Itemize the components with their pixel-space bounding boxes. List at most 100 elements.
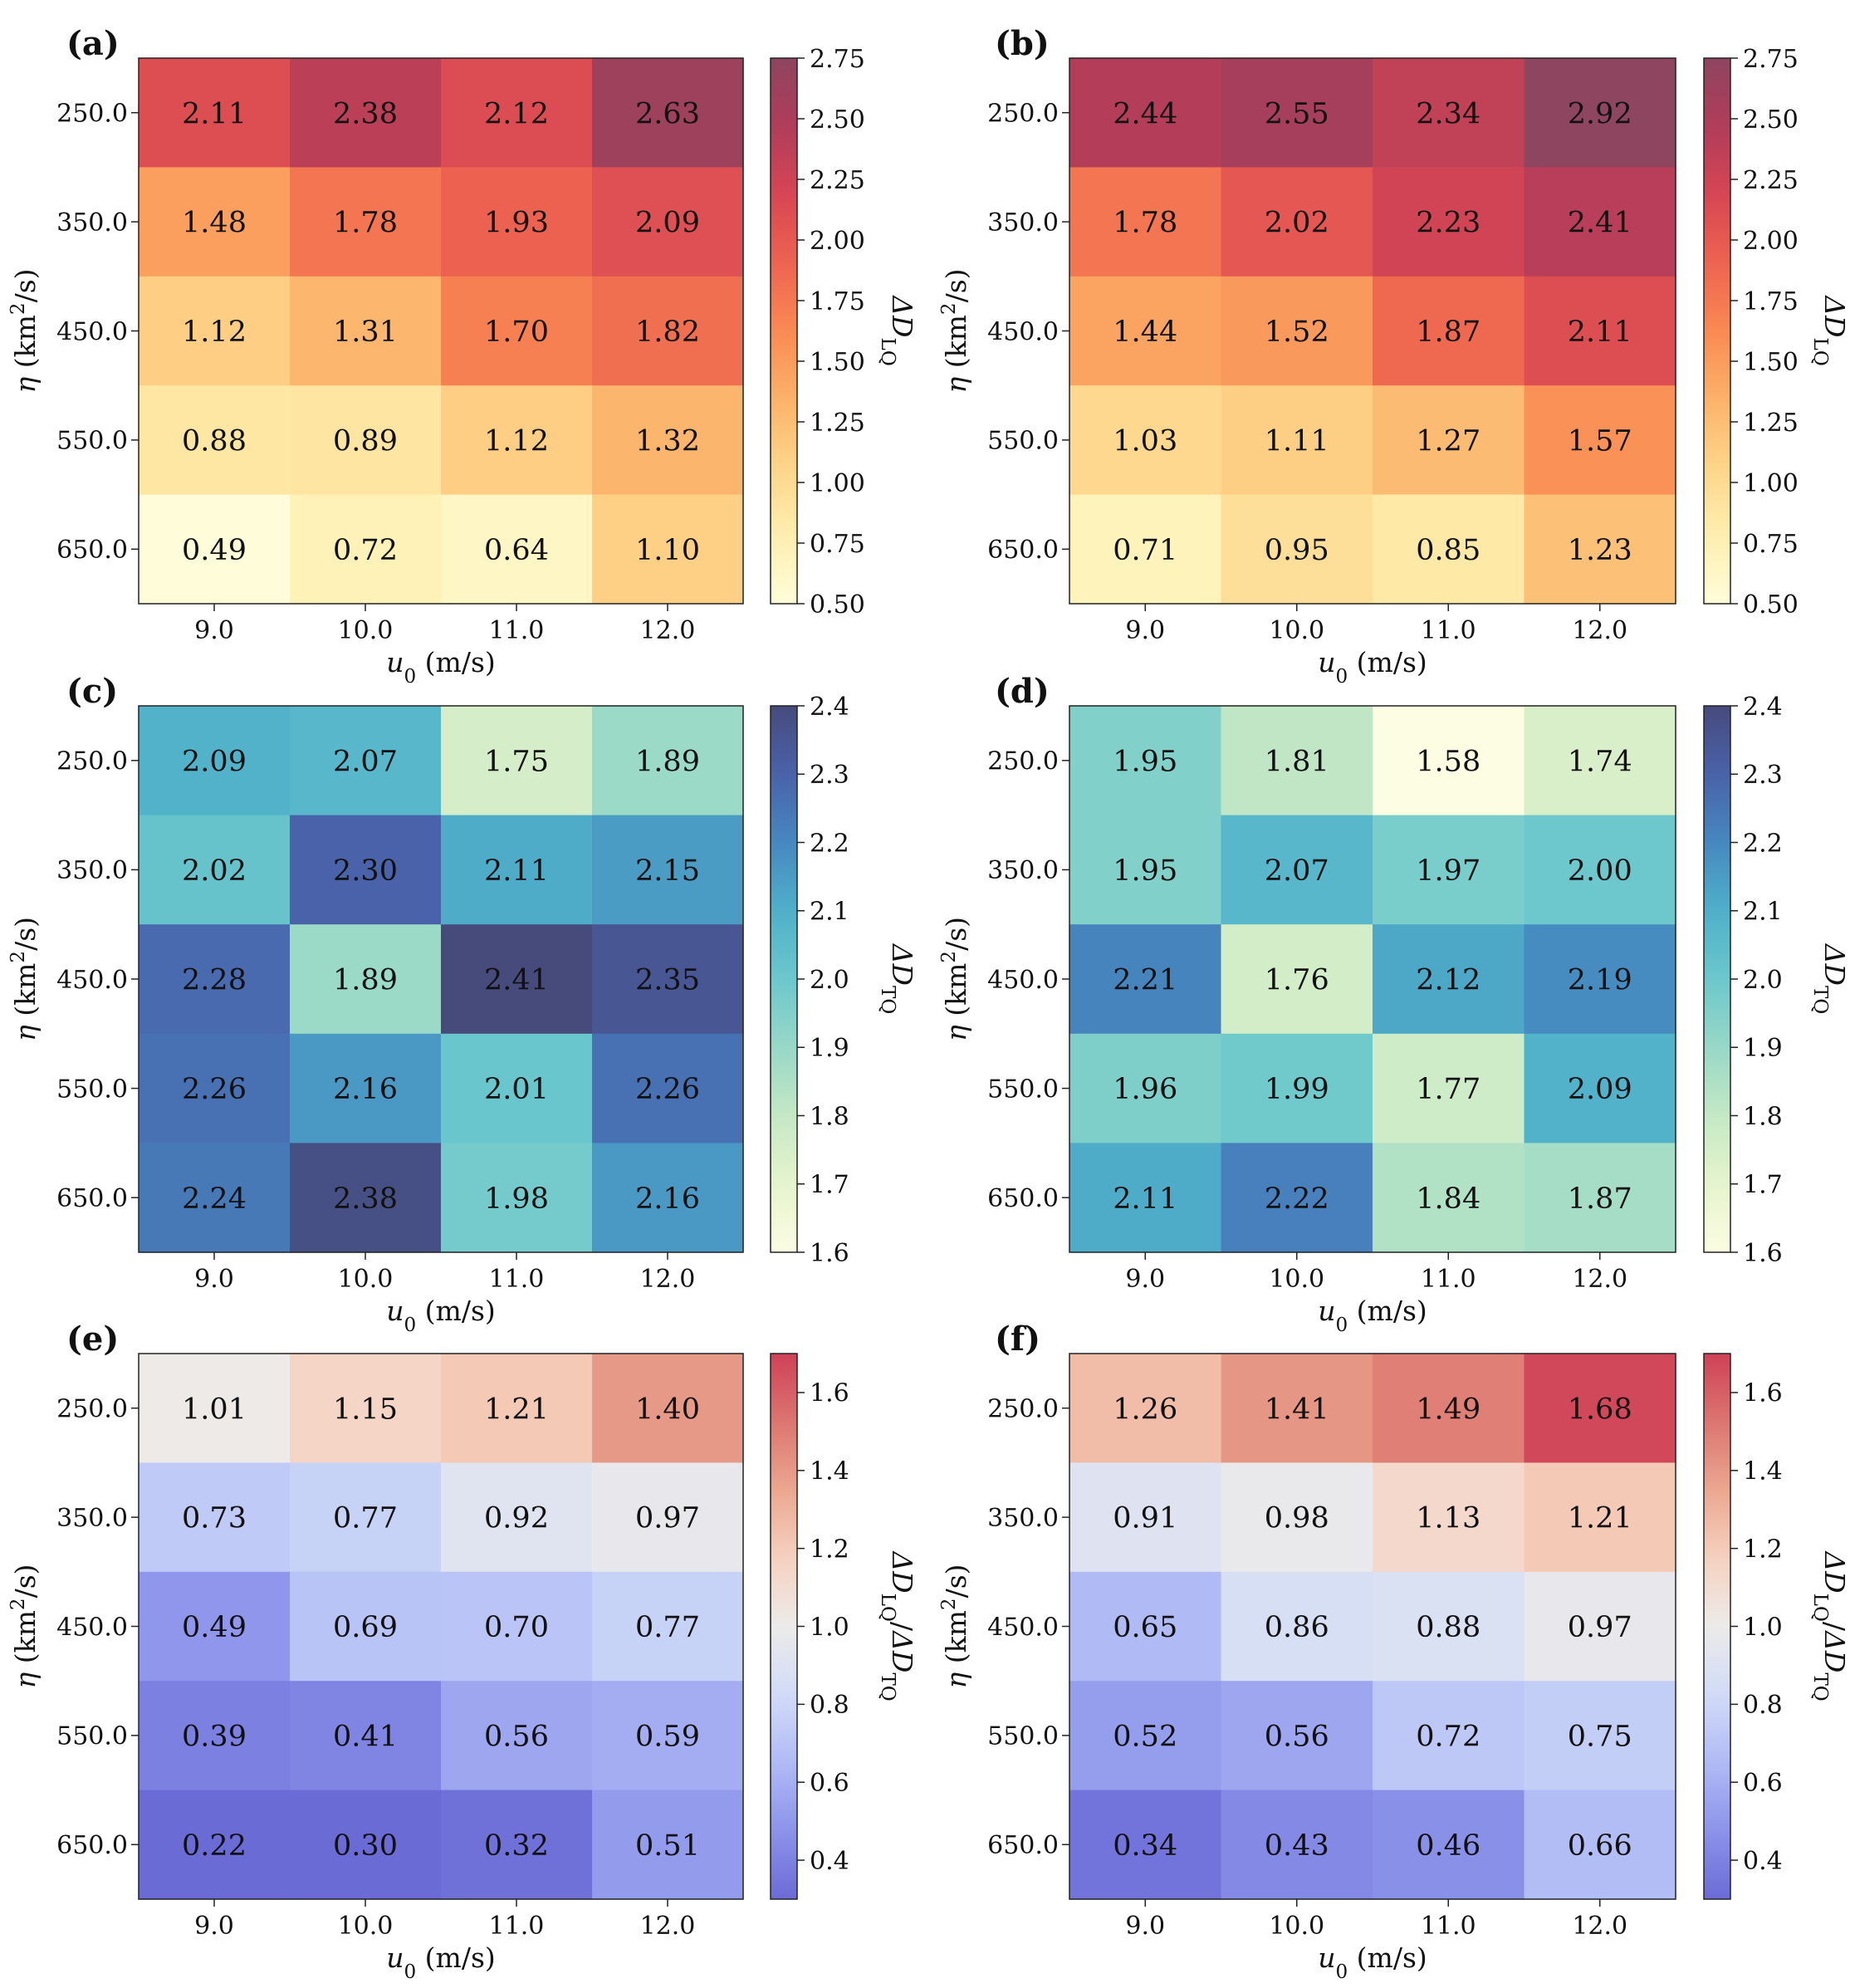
heatmap-cell [1373, 167, 1525, 277]
colorbar-tick-label: 1.50 [810, 348, 865, 377]
y-tick-label: 450.0 [56, 966, 128, 995]
y-axis-label: η (km2/s) [7, 917, 42, 1041]
heatmap-cell [1069, 385, 1222, 496]
heatmap-cell [1373, 58, 1525, 168]
y-tick-label: 650.0 [987, 536, 1059, 565]
colorbar-tick-label: 0.75 [1743, 530, 1799, 559]
y-tick-label: 550.0 [56, 1722, 128, 1751]
x-axis-label: u0 (m/s) [1318, 1941, 1427, 1983]
cell-value-label: 0.85 [1416, 534, 1480, 567]
heatmap-cell [139, 815, 291, 925]
cell-value-label: 2.07 [333, 745, 398, 778]
cell-value-label: 2.26 [182, 1073, 247, 1106]
heatmap-cell [1221, 1462, 1373, 1573]
colorbar-tick-label: 0.6 [810, 1769, 849, 1798]
x-tick-label: 10.0 [338, 1912, 394, 1941]
x-tick-label: 12.0 [640, 616, 696, 645]
heatmap-cell [441, 706, 593, 816]
heatmap-cell [139, 1790, 291, 1900]
cell-value-label: 1.12 [484, 425, 549, 458]
x-tick-label: 10.0 [338, 616, 394, 645]
heatmap-cell [290, 1571, 442, 1682]
y-axis-label: η (km2/s) [7, 268, 42, 393]
heatmap-cell [139, 385, 291, 496]
heatmap-cell [290, 167, 442, 277]
cell-value-label: 1.11 [1265, 425, 1329, 458]
cell-value-label: 2.02 [182, 854, 247, 888]
y-tick-label: 550.0 [56, 427, 128, 456]
panel-label: (c) [66, 672, 118, 711]
heatmap-cell [592, 167, 744, 277]
cell-value-label: 1.48 [182, 207, 247, 240]
colorbar [770, 57, 798, 605]
cell-value-label: 1.70 [484, 316, 549, 349]
cell-value-label: 1.97 [1416, 854, 1480, 888]
heatmap-cell [441, 924, 593, 1035]
cell-value-label: 2.09 [1568, 1073, 1632, 1106]
cell-value-label: 1.93 [484, 207, 549, 240]
cell-value-label: 2.11 [484, 854, 549, 888]
heatmap-cell [290, 276, 442, 386]
heatmap-cell [1524, 1033, 1676, 1143]
cell-value-label: 0.72 [333, 534, 398, 567]
cell-value-label: 1.96 [1113, 1073, 1177, 1106]
cell-value-label: 0.39 [182, 1721, 247, 1754]
cell-value-label: 0.86 [1265, 1611, 1329, 1644]
y-tick-label: 550.0 [987, 1075, 1059, 1104]
colorbar-tick-label: 2.4 [810, 693, 849, 722]
colorbar-tick-label: 1.4 [810, 1457, 849, 1486]
cell-value-label: 0.52 [1113, 1721, 1177, 1754]
colorbar-tick-label: 1.2 [1743, 1535, 1783, 1564]
cell-value-label: 2.41 [484, 964, 549, 997]
heatmap-cell [1524, 815, 1676, 925]
x-axis-label: u0 (m/s) [386, 1941, 496, 1983]
cell-value-label: 1.74 [1568, 745, 1632, 778]
cell-value-label: 1.21 [484, 1393, 549, 1426]
cell-value-label: 0.59 [635, 1721, 700, 1754]
cell-value-label: 0.73 [182, 1502, 247, 1535]
y-tick-label: 650.0 [56, 1831, 128, 1860]
heatmap-cell [1373, 1681, 1525, 1791]
heatmap-cell [1524, 494, 1676, 605]
cell-value-label: 2.00 [1568, 854, 1632, 888]
y-tick-label: 350.0 [56, 856, 128, 885]
heatmap-cell [441, 1790, 593, 1900]
cell-value-label: 2.35 [635, 964, 700, 997]
heatmap-cell [1221, 924, 1373, 1035]
cell-value-label: 0.56 [1265, 1721, 1329, 1754]
y-tick-label: 550.0 [56, 1075, 128, 1104]
heatmap-cell [592, 58, 744, 168]
x-tick-label: 11.0 [489, 616, 545, 645]
heatmap-cell [1221, 167, 1373, 277]
x-tick-label: 9.0 [194, 1912, 234, 1941]
heatmap-cell [1524, 1571, 1676, 1682]
colorbar [770, 705, 798, 1253]
heatmap-cell [1373, 1033, 1525, 1143]
heatmap-cell [1221, 276, 1373, 386]
heatmap-cell [139, 1143, 291, 1253]
heatmap-cell [1221, 1571, 1373, 1682]
heatmap-cell [592, 1354, 744, 1463]
cell-value-label: 1.01 [182, 1393, 247, 1426]
colorbar [1703, 1353, 1731, 1900]
cell-value-label: 1.03 [1113, 425, 1177, 458]
heatmap-cell [592, 815, 744, 925]
cell-value-label: 2.19 [1568, 964, 1632, 997]
heatmap-cell [592, 1462, 744, 1573]
colorbar-tick-label: 1.6 [1743, 1379, 1783, 1408]
colorbar-tick-label: 1.00 [1743, 469, 1799, 498]
cell-value-label: 2.02 [1265, 207, 1329, 240]
colorbar-tick-label: 2.50 [810, 105, 865, 135]
y-tick-label: 450.0 [987, 1613, 1059, 1642]
heatmap-cell [1373, 1354, 1525, 1463]
y-tick-label: 350.0 [987, 856, 1059, 885]
cell-value-label: 0.91 [1113, 1502, 1177, 1535]
cell-value-label: 1.23 [1568, 534, 1632, 567]
cell-value-label: 2.07 [1265, 854, 1329, 888]
heatmap-cell [1069, 706, 1222, 816]
heatmap-cell [441, 1681, 593, 1791]
cell-value-label: 0.65 [1113, 1611, 1177, 1644]
heatmap-cell [592, 1681, 744, 1791]
cell-value-label: 1.68 [1568, 1393, 1632, 1426]
